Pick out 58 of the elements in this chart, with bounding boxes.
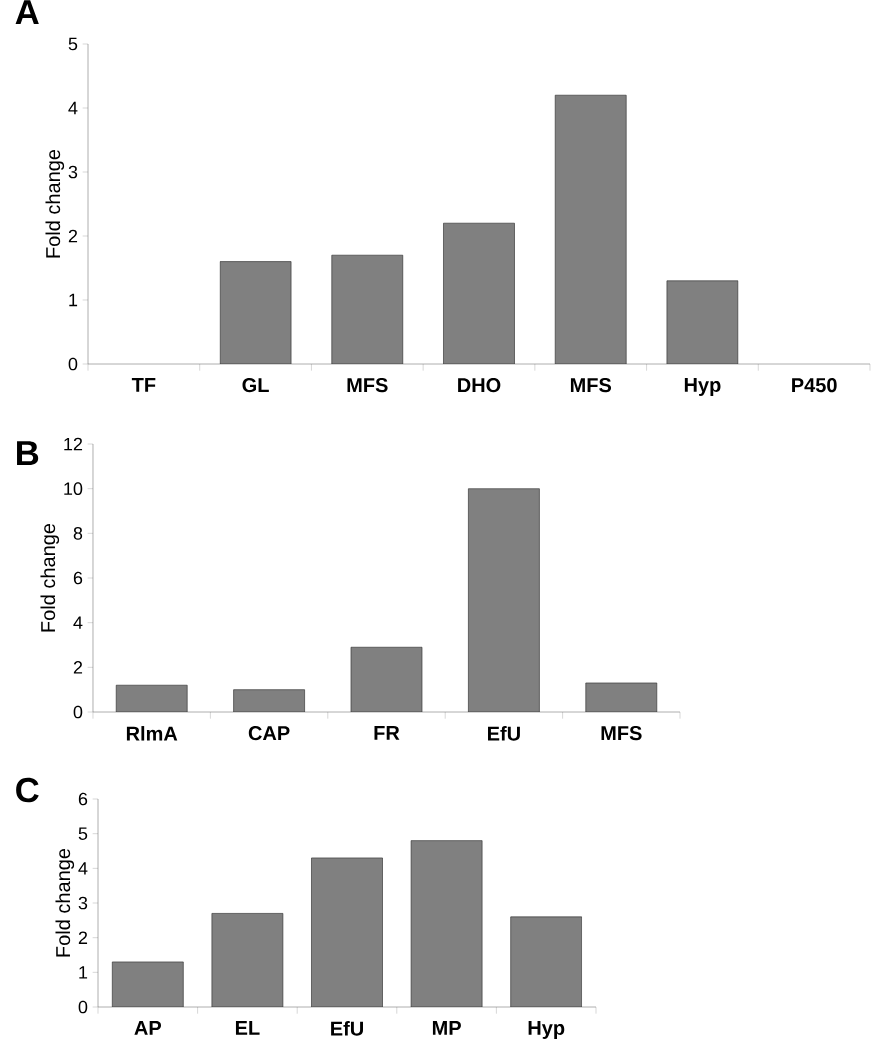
- x-tick-label: EL: [235, 1021, 260, 1035]
- bar: [219, 261, 292, 364]
- y-tick-label: 8: [73, 526, 83, 540]
- bar: [111, 961, 184, 1008]
- chart-title: C: [16, 777, 39, 803]
- bar: [350, 646, 423, 713]
- x-tick-label: RlmA: [126, 726, 178, 741]
- bar: [233, 689, 305, 713]
- y-axis-title: Fold change: [45, 149, 65, 258]
- bar: [331, 254, 404, 364]
- x-tick-label: FR: [374, 726, 400, 740]
- x-tick-label: TF: [131, 378, 156, 392]
- x-tick-label: P450: [792, 378, 837, 393]
- y-tick-label: 1: [79, 966, 88, 979]
- x-tick-label: DHO: [458, 378, 501, 393]
- y-tick-label: 3: [78, 896, 88, 910]
- x-tick-label: GL: [242, 378, 269, 393]
- x-tick-label: Hyp: [528, 1021, 565, 1039]
- x-tick-label: EfU: [331, 1021, 363, 1036]
- y-tick-label: 6: [73, 571, 83, 585]
- x-tick-label: MP: [432, 1021, 461, 1035]
- y-tick-label: 6: [78, 792, 88, 806]
- y-axis-title: Fold change: [55, 848, 75, 957]
- y-tick-label: 12: [64, 437, 83, 451]
- bar: [311, 857, 383, 1008]
- x-tick-label: Hyp: [684, 378, 721, 396]
- y-tick-label: 4: [78, 862, 88, 875]
- y-tick-label: 0: [68, 357, 78, 371]
- bar: [554, 94, 627, 364]
- y-tick-label: 2: [78, 931, 88, 944]
- y-tick-label: 10: [64, 482, 83, 496]
- y-tick-label: 3: [68, 165, 78, 179]
- bar: [468, 488, 540, 713]
- x-tick-label: EfU: [488, 726, 520, 741]
- y-tick-label: 5: [68, 37, 78, 51]
- bar: [410, 840, 483, 1008]
- bar: [666, 280, 739, 364]
- y-tick-label: 4: [73, 616, 83, 629]
- x-tick-label: MFS: [601, 726, 642, 741]
- x-tick-label: MFS: [570, 378, 612, 393]
- chart-title: A: [15, 0, 39, 24]
- x-tick-label: CAP: [248, 726, 290, 741]
- y-tick-label: 2: [68, 229, 78, 243]
- y-tick-label: 1: [69, 293, 78, 307]
- bar: [510, 916, 583, 1008]
- bar: [585, 682, 658, 713]
- y-tick-label: 5: [78, 827, 88, 840]
- y-tick-label: 4: [68, 101, 78, 115]
- x-tick-label: MFS: [347, 378, 388, 393]
- y-tick-label: 2: [73, 661, 83, 674]
- y-axis-title: Fold change: [40, 523, 60, 632]
- y-tick-label: 0: [73, 705, 83, 719]
- bar: [211, 913, 284, 1008]
- bar: [115, 684, 188, 713]
- x-tick-label: AP: [134, 1021, 161, 1035]
- chart-title: B: [17, 441, 39, 466]
- y-tick-label: 0: [78, 1000, 88, 1014]
- bar: [443, 222, 515, 364]
